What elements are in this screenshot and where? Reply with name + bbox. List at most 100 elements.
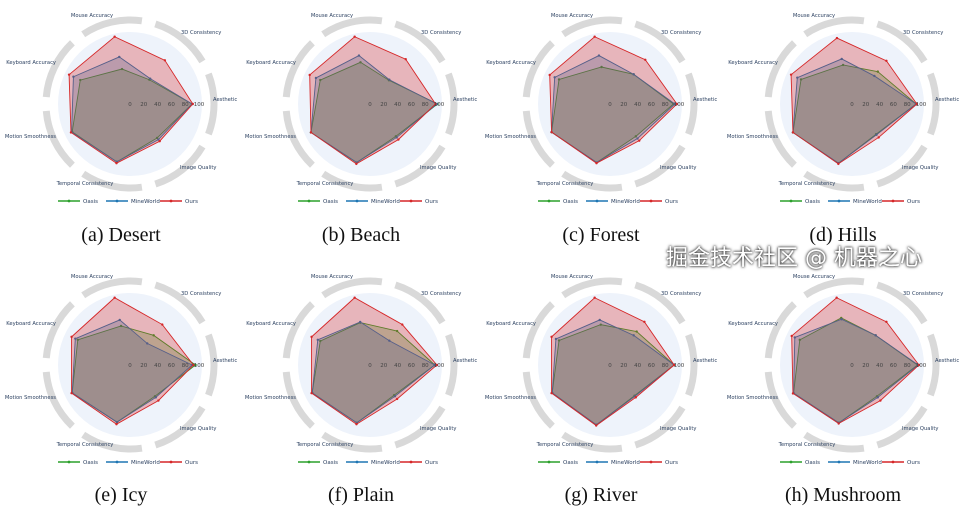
axis-label: Motion Smoothness — [5, 134, 56, 140]
radial-tick-label: 20 — [380, 102, 387, 108]
data-point-ours — [634, 396, 638, 399]
data-point-ours — [115, 161, 118, 165]
legend-marker-mineworld — [595, 460, 599, 464]
axis-label: Aesthetic — [213, 97, 237, 103]
radial-tick-label: 20 — [380, 363, 387, 369]
data-point-mineworld — [118, 55, 121, 59]
legend-label: MineWorld — [371, 199, 400, 205]
axis-label: Motion Smoothness — [727, 395, 778, 401]
data-point-mineworld — [157, 138, 160, 141]
series-area-mineworld — [311, 321, 436, 424]
data-point-ours — [435, 363, 439, 367]
legend-label: MineWorld — [611, 460, 640, 466]
data-point-mineworld — [840, 318, 843, 321]
ring-segment — [634, 281, 686, 325]
radar-chart: 0 20 40 60 80 100 Aesthetic 3D Consistency Mouse… — [245, 274, 477, 466]
ring-segment — [876, 281, 928, 325]
radial-tick-label: 40 — [634, 102, 641, 108]
axis-label: Mouse Accuracy — [551, 274, 593, 280]
ring-segment — [394, 281, 446, 325]
data-point-oasis — [635, 330, 638, 333]
data-point-ours — [308, 73, 311, 77]
ring-segment — [685, 333, 698, 397]
data-point-ours — [835, 36, 839, 40]
data-point-ours — [309, 131, 313, 134]
data-point-ours — [548, 73, 551, 77]
radial-tick-label: 100 — [194, 363, 205, 369]
ring-segment — [394, 20, 446, 64]
ring-segment — [445, 333, 458, 397]
legend-marker-oasis — [67, 460, 71, 464]
data-point-mineworld — [433, 363, 437, 367]
axis-label: 3D Consistency — [661, 30, 701, 36]
axis-label: Image Quality — [902, 165, 938, 171]
series-area-ours — [68, 36, 194, 164]
ring-segment — [522, 301, 555, 359]
axis-label: Image Quality — [420, 165, 456, 171]
polar-background — [538, 293, 682, 437]
radial-tick-label: 0 — [850, 363, 854, 369]
radial-tick-label: 100 — [916, 102, 927, 108]
radial-tick-label: 40 — [154, 102, 161, 108]
data-point-oasis — [557, 339, 561, 342]
data-point-ours — [115, 422, 118, 426]
ring-segment — [561, 431, 623, 453]
radial-tick-label: 60 — [890, 363, 897, 369]
data-point-ours — [113, 35, 116, 38]
legend-marker-mineworld — [355, 199, 359, 203]
data-point-oasis — [155, 136, 159, 140]
axis-label: Mouse Accuracy — [551, 13, 593, 19]
legend-marker-ours — [649, 460, 653, 464]
radial-tick-label: 20 — [862, 363, 869, 369]
radial-tick-label: 80 — [662, 363, 669, 369]
series-area-oasis — [551, 66, 675, 164]
data-point-mineworld — [388, 339, 391, 342]
radial-tick-label: 100 — [916, 363, 927, 369]
radial-tick-label: 60 — [648, 363, 655, 369]
axis-label: Mouse Accuracy — [793, 274, 835, 280]
data-point-ours — [638, 139, 641, 142]
ring-segment — [927, 333, 940, 397]
radial-tick-label: 100 — [674, 363, 685, 369]
radar-panel: 0 20 40 60 80 100 Aesthetic 3D Consistency Mouse… — [0, 0, 242, 215]
data-point-oasis — [319, 339, 322, 343]
legend-label: MineWorld — [371, 460, 400, 466]
legend-label: Oasis — [83, 460, 98, 466]
ring-segment — [321, 431, 383, 453]
ring-segment — [634, 144, 686, 188]
data-point-mineworld — [72, 75, 75, 78]
axis-label: Temporal Consistency — [56, 181, 114, 187]
axis-label: Motion Smoothness — [727, 134, 778, 140]
data-point-oasis — [876, 70, 880, 73]
radial-tick-label: 80 — [182, 102, 189, 108]
watermark: 掘金技术社区 @ 机器之心 — [666, 246, 922, 271]
ring-segment — [876, 144, 928, 188]
ring-segment — [282, 40, 315, 98]
data-point-ours — [593, 35, 596, 38]
data-point-ours — [70, 391, 73, 395]
ring-segment — [634, 405, 686, 449]
data-point-mineworld — [357, 54, 361, 57]
data-point-ours — [917, 363, 921, 367]
legend-marker-ours — [169, 460, 173, 464]
ring-segment — [927, 72, 940, 136]
ring-segment — [205, 72, 218, 136]
axis-label: Temporal Consistency — [296, 442, 354, 448]
axis-label: Temporal Consistency — [296, 181, 354, 187]
legend-marker-mineworld — [115, 460, 119, 464]
axis-label: Keyboard Accuracy — [728, 60, 778, 66]
data-point-ours — [835, 296, 838, 299]
data-point-mineworld — [154, 396, 158, 399]
axis-label: Keyboard Accuracy — [486, 60, 536, 66]
axis-label: Mouse Accuracy — [71, 13, 113, 19]
radar-panel: 0 20 40 60 80 100 Aesthetic 3D Consistency Mouse… — [722, 261, 964, 476]
data-point-ours — [353, 35, 356, 38]
legend-label: Ours — [425, 460, 438, 466]
radial-tick-label: 80 — [662, 102, 669, 108]
radar-panel: 0 20 40 60 80 100 Aesthetic 3D Consistency Mouse… — [240, 261, 482, 476]
legend-label: Ours — [665, 199, 678, 205]
data-point-mineworld — [554, 337, 558, 341]
data-point-oasis — [600, 65, 603, 69]
radial-tick-label: 60 — [408, 363, 415, 369]
data-point-ours — [355, 422, 358, 426]
